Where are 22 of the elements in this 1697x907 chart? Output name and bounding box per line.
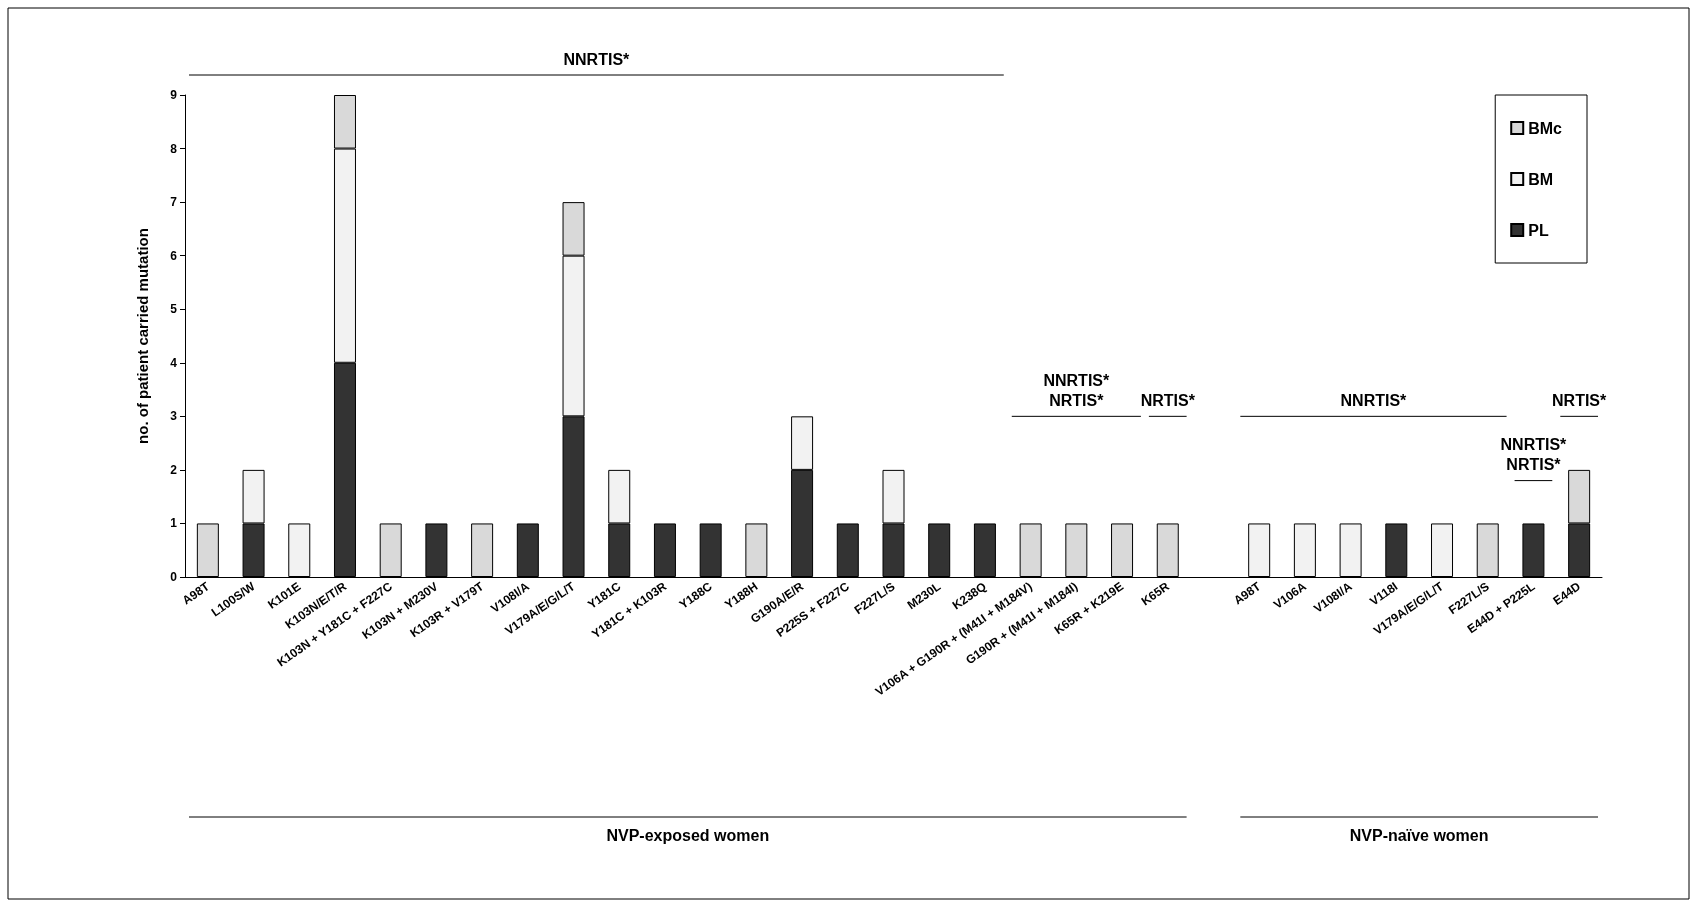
text: NVP-exposed women <box>606 826 770 844</box>
text: NVP-naïve women <box>1349 826 1489 844</box>
y-tick-label: 5 <box>170 302 178 317</box>
y-tick-label: 3 <box>170 409 178 424</box>
annotation: NNRTIS* NRTIS* <box>1043 371 1110 409</box>
annotation: NRTIS* <box>1552 391 1608 409</box>
annotation: NNRTIS* NRTIS* <box>1500 436 1568 474</box>
annotation: NRTIS* <box>1140 391 1196 409</box>
legend-label: BM <box>1528 170 1554 188</box>
y-tick-label: 6 <box>170 248 178 263</box>
y-tick-label: 2 <box>170 462 178 477</box>
y-tick-label: 9 <box>170 88 178 102</box>
annotation: NNRTIS* <box>1340 391 1408 409</box>
legend-label: PL <box>1528 221 1549 239</box>
y-tick-label: 0 <box>170 570 178 584</box>
legend-label: BMc <box>1528 119 1563 137</box>
y-tick-label: 8 <box>170 141 178 156</box>
y-tick-label: 4 <box>170 355 178 370</box>
text: NNRTIS* <box>563 50 631 68</box>
y-axis-title: no. of patient carried mutation <box>134 228 151 444</box>
y-tick-label: 1 <box>170 516 178 531</box>
y-tick-label: 7 <box>170 195 178 210</box>
